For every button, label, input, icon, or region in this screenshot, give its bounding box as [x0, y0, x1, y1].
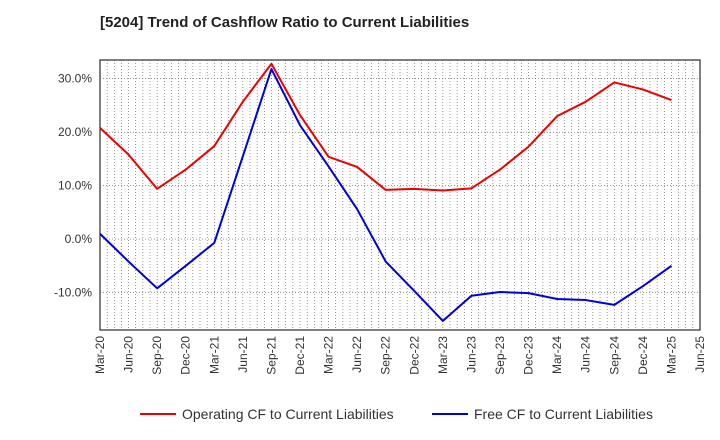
x-tick-label: Mar-25: [664, 336, 678, 374]
legend-label: Operating CF to Current Liabilities: [182, 406, 394, 422]
x-tick-label: Jun-20: [122, 336, 136, 373]
legend-label: Free CF to Current Liabilities: [474, 406, 653, 422]
x-tick-label: Sep-21: [264, 336, 278, 375]
x-tick-label: Mar-21: [207, 336, 221, 374]
x-tick-label: Dec-22: [407, 336, 421, 375]
series-line-free-cf: [99, 68, 673, 322]
y-tick-label: 10.0%: [58, 179, 92, 193]
x-tick-label: Sep-20: [150, 336, 164, 375]
x-tick-label: Mar-24: [550, 336, 564, 374]
y-tick-label: 0.0%: [65, 232, 93, 246]
x-tick-label: Dec-21: [293, 336, 307, 375]
chart-title: [5204] Trend of Cashflow Ratio to Curren…: [100, 14, 470, 31]
legend: Operating CF to Current Liabilities Free …: [140, 406, 653, 422]
x-tick-label: Sep-23: [493, 336, 507, 375]
x-tick-label: Jun-25: [693, 336, 707, 373]
x-tick-label: Dec-24: [636, 336, 650, 375]
y-tick-label: 20.0%: [58, 125, 92, 139]
x-tick-label: Dec-23: [522, 336, 536, 375]
x-tick-label: Jun-24: [579, 336, 593, 373]
series-line-operating-cf: [99, 62, 672, 192]
x-tick-label: Mar-20: [93, 336, 107, 374]
x-tick-label: Mar-22: [322, 336, 336, 374]
x-tick-label: Sep-22: [379, 336, 393, 375]
x-tick-label: Jun-23: [464, 336, 478, 373]
x-tick-label: Mar-23: [436, 336, 450, 374]
x-tick-label: Sep-24: [607, 336, 621, 375]
y-tick-label: -10.0%: [54, 286, 92, 300]
x-tick-label: Dec-20: [179, 336, 193, 375]
x-tick-label: Jun-21: [236, 336, 250, 373]
x-tick-label: Jun-22: [350, 336, 364, 373]
y-tick-label: 30.0%: [58, 72, 92, 86]
